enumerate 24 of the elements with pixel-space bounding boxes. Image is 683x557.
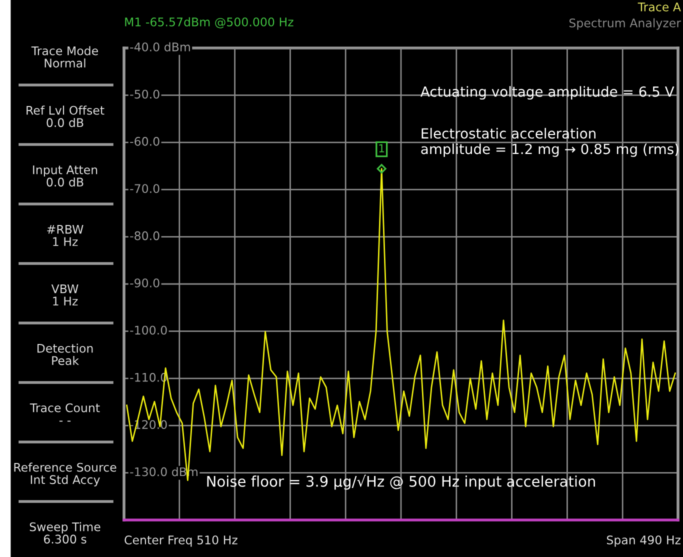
text: Center Freq 510 Hz	[124, 535, 238, 547]
text: Detection Peak	[37, 344, 93, 366]
text: Trace Mode Normal	[31, 46, 98, 68]
y-tick-label: -90.0	[130, 278, 160, 288]
y-tick-label: -60.0	[130, 136, 160, 146]
text: Trace Count - -	[30, 403, 100, 422]
y-tick-label: -80.0	[130, 231, 160, 240]
text: Trace A	[638, 2, 681, 12]
text: M1 -65.57dBm @500.000 Hz	[125, 17, 294, 28]
text: VBW 1 Hz	[51, 284, 78, 306]
y-tick-label: -40.0 dBm	[130, 42, 190, 52]
y-tick-label: -50.0	[130, 90, 160, 99]
annotation: Noise floor = 3.9 µg/√Hz @ 500 Hz input acceleration	[207, 474, 595, 490]
y-tick-label: -100.0	[130, 326, 167, 335]
y-tick-label: -70.0	[130, 184, 160, 194]
annotation: 1	[379, 144, 384, 152]
text: Reference Source Int Std Accy	[14, 462, 116, 486]
text: Ref Lvl Offset 0.0 dB	[26, 106, 104, 128]
annotation: Actuating voltage amplitude = 6.5 V	[420, 86, 674, 100]
text: Spectrum Analyzer	[569, 18, 681, 30]
text: Sweep Time 6.300 s	[30, 522, 100, 544]
text: Span 490 Hz	[606, 535, 680, 547]
text: #RBW 1 Hz	[47, 224, 84, 246]
text: Input Atten 0.0 dB	[33, 165, 98, 187]
